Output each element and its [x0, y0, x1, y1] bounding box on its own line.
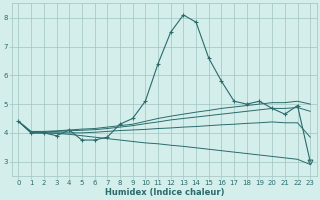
X-axis label: Humidex (Indice chaleur): Humidex (Indice chaleur)	[105, 188, 224, 197]
